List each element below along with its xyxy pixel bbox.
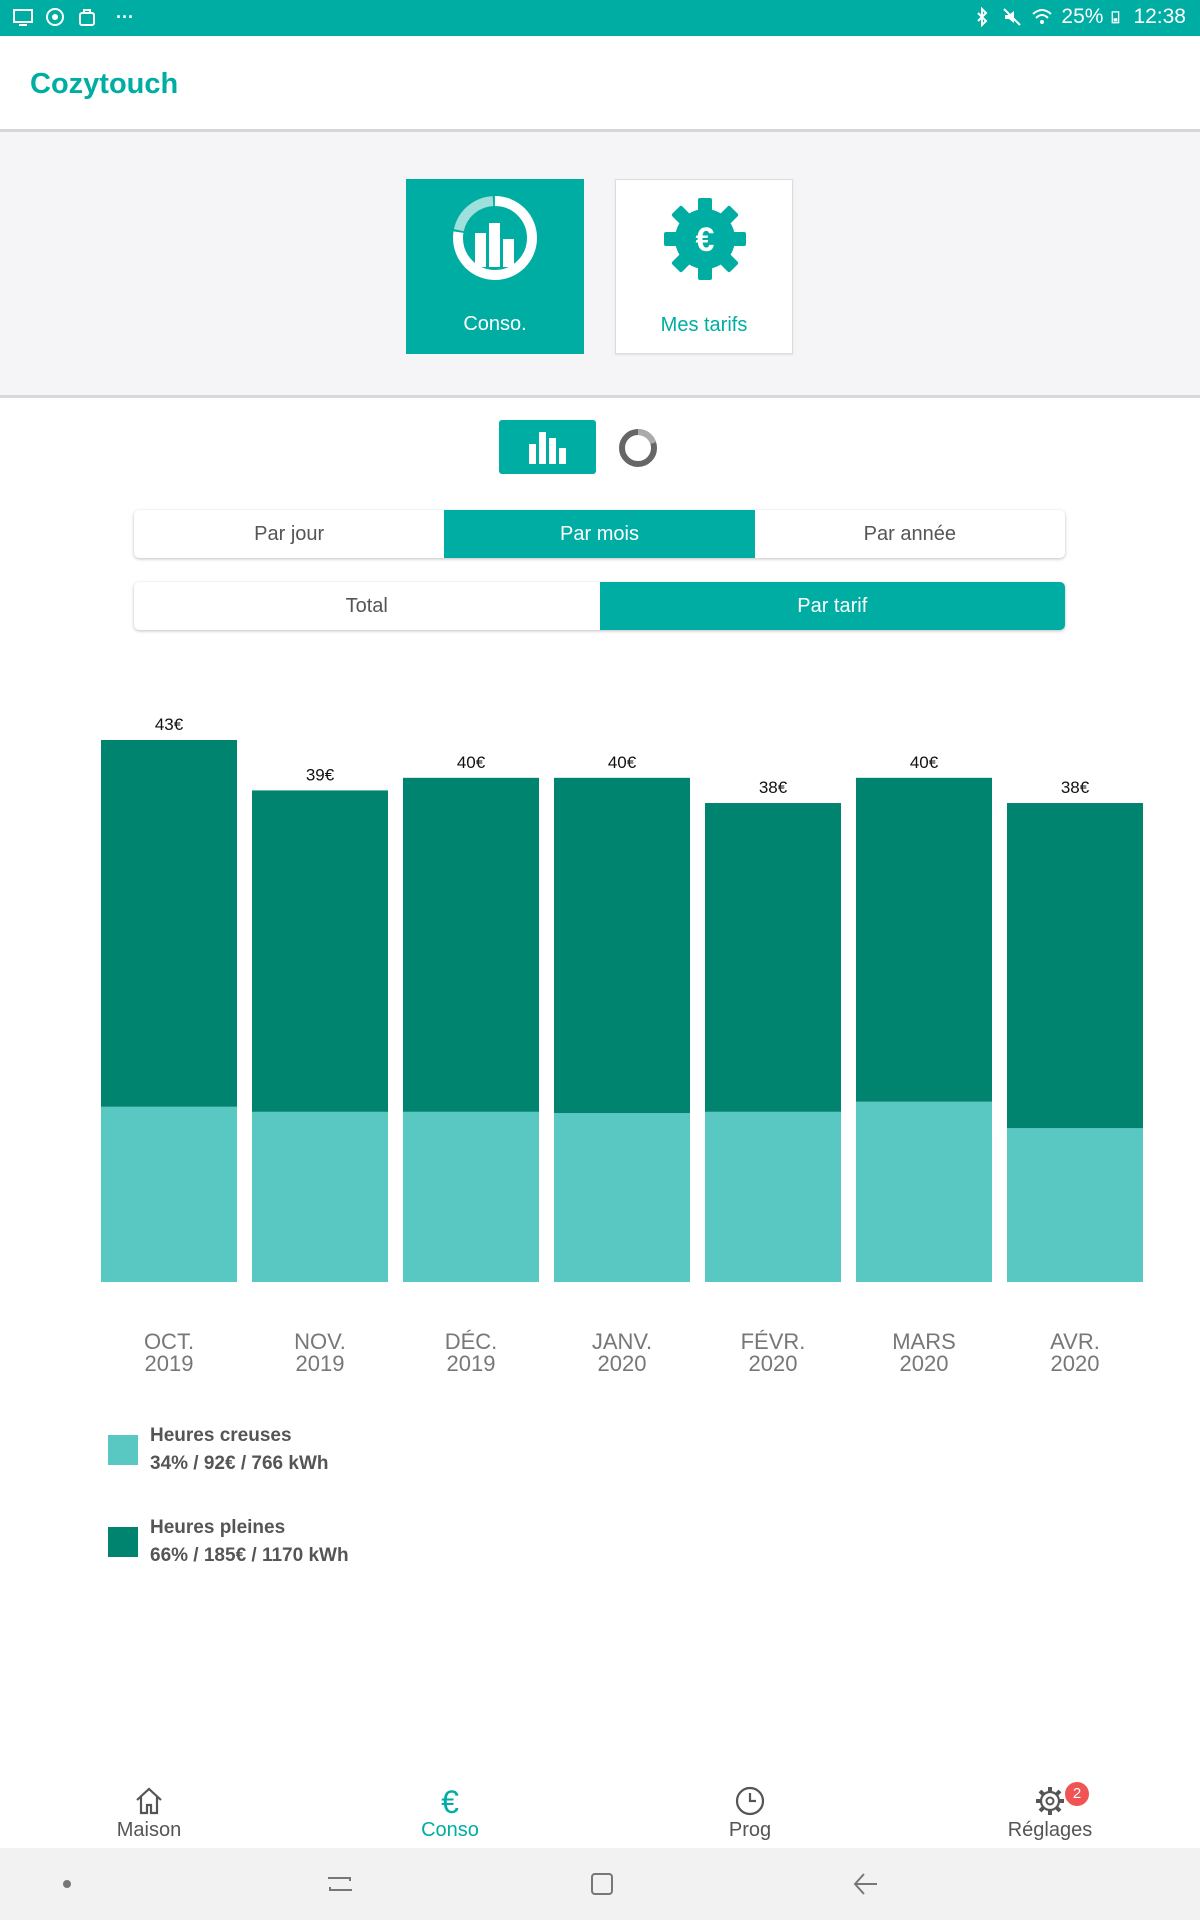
nav-prog[interactable]: Prog xyxy=(650,1770,850,1848)
bar-heures-pleines xyxy=(1007,803,1143,1129)
nav-label-reglages: Réglages xyxy=(1007,1819,1093,1841)
x-axis-year-label: 2019 xyxy=(145,1351,194,1376)
x-axis-month-label: AVR. xyxy=(1050,1329,1100,1354)
x-axis-month-label: JANV. xyxy=(592,1329,652,1354)
tarifs-mode-label: Mes tarifs xyxy=(660,314,748,336)
consumption-chart-icon xyxy=(453,196,537,280)
recents-icon[interactable] xyxy=(320,1864,360,1904)
more-notifications: ··· xyxy=(116,6,134,27)
nav-label-prog: Prog xyxy=(728,1819,772,1841)
x-axis-year-label: 2020 xyxy=(598,1351,647,1376)
mode-panel: Conso. € Mes tarifs xyxy=(0,132,1200,398)
x-axis-month-label: FÉVR. xyxy=(741,1329,806,1354)
x-axis-year-label: 2020 xyxy=(749,1351,798,1376)
nav-conso[interactable]: € Conso xyxy=(350,1770,550,1848)
mode-tabs: Total Par tarif xyxy=(134,582,1065,630)
tab-par-jour[interactable]: Par jour xyxy=(254,522,325,545)
legend-label-heures-pleines: Heures pleines xyxy=(150,1517,286,1538)
notification-badge: 2 xyxy=(1065,1782,1089,1806)
tab-par-mois[interactable]: Par mois xyxy=(444,510,755,558)
tab-par-annee[interactable]: Par année xyxy=(863,522,956,545)
bar-heures-creuses xyxy=(403,1111,539,1282)
battery-percent: 25% xyxy=(1061,5,1104,28)
screen-icon xyxy=(13,9,33,26)
mute-icon xyxy=(1003,8,1022,26)
app-bar: Cozytouch xyxy=(0,36,1200,132)
home-icon xyxy=(136,1787,162,1815)
x-axis-year-label: 2020 xyxy=(900,1351,949,1376)
conso-mode-button[interactable]: Conso. xyxy=(406,179,584,354)
conso-mode-label: Conso. xyxy=(463,313,527,335)
legend-stats-heures-pleines: 66% / 185€ / 1170 kWh xyxy=(150,1545,349,1566)
bar-heures-pleines xyxy=(554,777,690,1114)
clock-icon xyxy=(735,1786,765,1816)
legend-swatch-heures-pleines xyxy=(108,1527,138,1557)
home-square-icon[interactable] xyxy=(582,1864,622,1904)
period-tabs: Par jour Par mois Par année xyxy=(134,510,1065,558)
x-axis-month-label: MARS xyxy=(892,1329,956,1354)
gear-icon xyxy=(1036,1787,1064,1815)
monthly-cost-chart: 43€OCT.201939€NOV.201940€DÉC.201940€JANV… xyxy=(101,715,1143,1376)
bar-heures-creuses xyxy=(705,1111,841,1282)
x-axis-month-label: DÉC. xyxy=(445,1329,498,1354)
bar-heures-pleines xyxy=(101,740,237,1107)
clock-time: 12:38 xyxy=(1133,5,1186,28)
nav-label-maison: Maison xyxy=(116,1819,182,1841)
x-axis-month-label: NOV. xyxy=(294,1329,346,1354)
sync-icon xyxy=(46,8,64,26)
bar-heures-pleines xyxy=(705,803,841,1112)
nav-reglages[interactable]: 2 Réglages xyxy=(950,1770,1150,1848)
bar-heures-pleines xyxy=(252,790,388,1112)
bar-total-label: 40€ xyxy=(910,753,939,772)
bar-total-label: 38€ xyxy=(1061,778,1090,797)
legend-stats-heures-creuses: 34% / 92€ / 766 kWh xyxy=(150,1453,329,1474)
bar-heures-creuses xyxy=(1007,1128,1143,1282)
bar-heures-pleines xyxy=(403,777,539,1112)
bar-total-label: 40€ xyxy=(457,753,486,772)
x-axis-year-label: 2019 xyxy=(447,1351,496,1376)
bar-total-label: 39€ xyxy=(306,765,335,784)
bar-total-label: 38€ xyxy=(759,778,788,797)
bar-view-toggle[interactable] xyxy=(499,420,596,474)
bar-heures-creuses xyxy=(252,1111,388,1282)
x-axis-year-label: 2019 xyxy=(296,1351,345,1376)
status-bar: ··· 25% 12:38 xyxy=(0,0,1200,36)
legend-swatch-heures-creuses xyxy=(108,1435,138,1465)
euro-gear-icon: € xyxy=(664,198,746,280)
bar-heures-creuses xyxy=(856,1101,992,1282)
nav-maison[interactable]: Maison xyxy=(49,1770,249,1848)
legend-label-heures-creuses: Heures creuses xyxy=(150,1425,292,1446)
bar-total-label: 43€ xyxy=(155,715,184,734)
svg-text:€: € xyxy=(441,1784,459,1818)
x-axis-month-label: OCT. xyxy=(144,1329,194,1354)
tab-par-tarif[interactable]: Par tarif xyxy=(599,582,1065,630)
tarifs-mode-button[interactable]: € Mes tarifs xyxy=(615,179,793,354)
nav-label-conso: Conso xyxy=(421,1819,479,1841)
system-nav-bar xyxy=(0,1848,1200,1920)
battery-icon xyxy=(1112,11,1120,24)
tab-total[interactable]: Total xyxy=(345,594,388,617)
bluetooth-icon xyxy=(977,6,988,28)
wifi-icon xyxy=(1032,9,1053,24)
donut-view-toggle[interactable] xyxy=(616,426,660,470)
app-title: Cozytouch xyxy=(30,68,179,100)
dot-icon[interactable] xyxy=(47,1864,87,1904)
bottom-nav: Maison € Conso Prog 2 Réglages xyxy=(0,1770,1200,1848)
back-icon[interactable] xyxy=(846,1864,886,1904)
bar-heures-pleines xyxy=(856,777,992,1102)
bar-chart-icon xyxy=(529,432,566,464)
svg-text:€: € xyxy=(696,221,715,259)
bar-total-label: 40€ xyxy=(608,753,637,772)
donut-chart-icon xyxy=(619,429,657,467)
bar-heures-creuses xyxy=(101,1106,237,1282)
euro-icon: € xyxy=(441,1784,459,1818)
bag-icon xyxy=(79,9,95,26)
bar-heures-creuses xyxy=(554,1113,690,1282)
x-axis-year-label: 2020 xyxy=(1051,1351,1100,1376)
